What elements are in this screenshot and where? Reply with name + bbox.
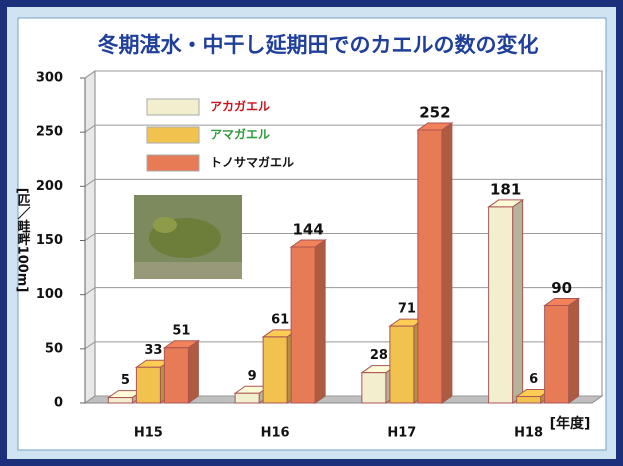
value-label: 252: [419, 104, 450, 122]
bar: [263, 337, 287, 403]
value-label: 9: [248, 369, 257, 384]
y-tick-label: 0: [54, 396, 63, 411]
value-label: 61: [271, 312, 289, 327]
value-label: 5: [121, 373, 130, 388]
bar: [362, 373, 386, 403]
x-tick-label: H18: [514, 426, 543, 441]
bar: [517, 397, 541, 404]
legend-label: アマガエル: [210, 127, 270, 142]
y-tick-label: 200: [36, 179, 63, 194]
y-tick-label: 150: [36, 233, 63, 248]
legend-swatch: [147, 127, 199, 143]
value-label: 144: [292, 221, 323, 239]
value-label: 181: [490, 180, 521, 198]
bar: [489, 207, 513, 403]
legend-label: アカガエル: [210, 99, 270, 114]
y-tick-label: 100: [36, 287, 63, 302]
frog-photo: [134, 195, 242, 279]
bar-side: [315, 240, 325, 403]
x-tick-label: H16: [261, 426, 290, 441]
bar: [136, 367, 160, 403]
frog-head: [153, 217, 177, 233]
y-tick-label: 250: [36, 125, 63, 140]
bar: [108, 398, 132, 403]
chart: 冬期湛水・中干し延期田でのカエルの数の変化 [匹／畦畔100m] 0 50 100 1…: [0, 0, 623, 466]
x-axis-label: [年度]: [550, 415, 591, 432]
x-tick-label: H15: [134, 426, 163, 441]
value-label: 33: [144, 343, 162, 358]
value-label: 71: [398, 302, 416, 317]
bar-side: [442, 123, 452, 403]
bar: [291, 247, 315, 403]
y-tick-label: 300: [36, 71, 63, 86]
bar: [545, 306, 569, 404]
value-label: 28: [370, 348, 388, 363]
y-tick-label: 50: [45, 341, 63, 356]
value-label: 51: [172, 323, 190, 338]
bar: [418, 130, 442, 403]
chart-title: 冬期湛水・中干し延期田でのカエルの数の変化: [98, 33, 539, 57]
bar-side: [569, 299, 579, 404]
value-label: 6: [529, 372, 538, 387]
bar: [164, 348, 188, 403]
photo-ground: [134, 262, 242, 279]
bar: [235, 393, 259, 403]
y-axis-label: [匹／畦畔100m]: [15, 188, 31, 293]
legend-label: トノサマガエル: [210, 155, 294, 170]
bar-side: [188, 341, 198, 403]
value-label: 90: [551, 279, 572, 297]
legend-swatch: [147, 155, 199, 171]
bar-side: [513, 200, 523, 403]
legend-swatch: [147, 99, 199, 115]
page: 冬期湛水・中干し延期田でのカエルの数の変化 [匹／畦畔100m] 0 50 100 1…: [0, 0, 623, 466]
x-tick-label: H17: [387, 426, 416, 441]
bar: [390, 326, 414, 403]
